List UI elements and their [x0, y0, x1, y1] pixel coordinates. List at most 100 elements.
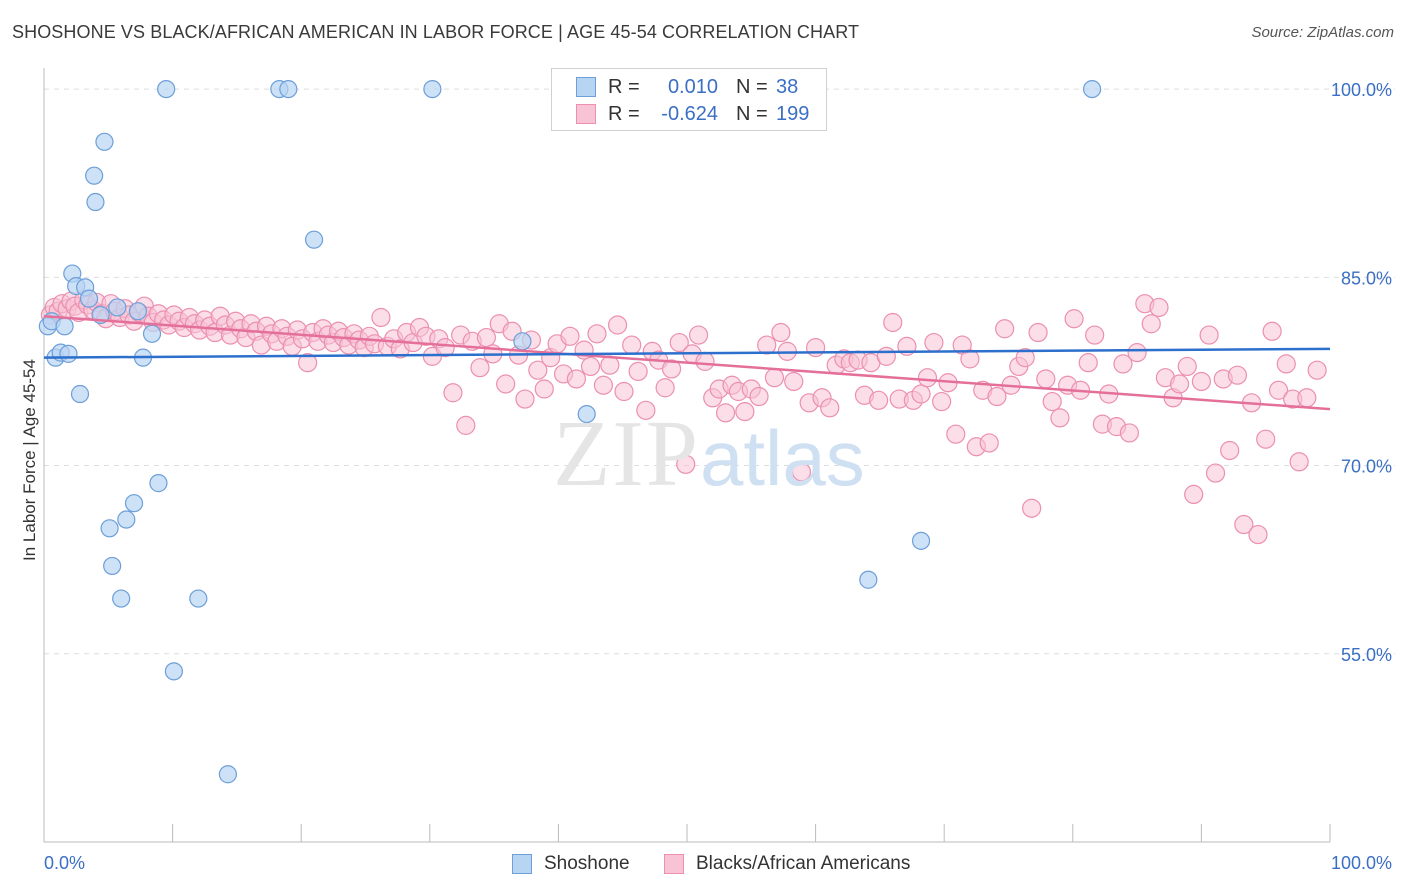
shoshone-legend-label: Shoshone [544, 853, 630, 874]
axes [43, 68, 1331, 843]
stats-legend: R = 0.010 N = 38 R = -0.624 N = 199 [551, 68, 827, 131]
data-point-black [1248, 524, 1268, 545]
data-point-black [628, 361, 648, 382]
data-point-black [820, 398, 840, 418]
data-point-black [593, 375, 614, 395]
data-point-black [669, 332, 689, 353]
y-tick-label: 55.0% [1341, 645, 1392, 665]
data-point-shoshone [149, 474, 168, 493]
data-point-black [515, 389, 535, 409]
data-point-black [1064, 309, 1084, 329]
data-point-black [622, 335, 642, 355]
data-point-black [528, 360, 548, 380]
data-point-black [661, 359, 682, 379]
data-point-black [946, 424, 966, 444]
legend-r-value: -0.624 [661, 102, 718, 125]
data-point-black [476, 327, 496, 348]
data-point-shoshone [1082, 79, 1102, 99]
data-point-black [676, 454, 696, 474]
y-axis-label: In Labor Force | Age 45-54 [20, 359, 39, 561]
trend-line-black [43, 314, 1331, 411]
data-point-shoshone [108, 298, 127, 317]
legend-r-label: R = [608, 102, 640, 125]
y-tick-label: 85.0% [1341, 268, 1392, 288]
watermark-zip: ZIP [553, 402, 700, 506]
data-point-shoshone [142, 324, 162, 343]
data-point-shoshone [70, 384, 90, 404]
data-point-black [1022, 498, 1042, 518]
y-tick-label: 70.0% [1341, 457, 1392, 477]
legend-n-label: N = [736, 102, 768, 125]
data-point-shoshone [85, 166, 104, 185]
data-point-black [805, 337, 826, 358]
data-point-black [566, 369, 587, 389]
data-point-black [735, 401, 755, 422]
data-point-black [749, 386, 769, 407]
black-legend-label: Blacks/African Americans [696, 853, 911, 874]
data-point-black [1289, 452, 1309, 472]
data-point-black [1297, 388, 1317, 408]
data-point-black [456, 415, 476, 435]
data-point-black [1191, 371, 1212, 392]
data-point-black [869, 390, 889, 410]
x-tick-label: 0.0% [44, 853, 85, 873]
data-point-black [771, 322, 791, 343]
data-point-black [614, 381, 634, 402]
trend-lines [43, 314, 1331, 411]
data-point-shoshone [218, 765, 237, 784]
legend-r-value: 0.010 [667, 75, 718, 98]
data-point-shoshone [513, 332, 532, 351]
data-point-shoshone [103, 556, 122, 576]
data-point-black [917, 368, 938, 388]
watermark-atlas: atlas [700, 414, 865, 502]
source-label: Source: ZipAtlas.com [1251, 24, 1394, 41]
legend-row-black: R = -0.624 N = 199 [576, 102, 809, 126]
data-point-black [911, 384, 931, 404]
data-point-black [580, 356, 601, 377]
data-point-shoshone [124, 494, 144, 513]
black-legend-swatch [664, 854, 684, 874]
y-tick-label: 100.0% [1331, 80, 1392, 100]
data-point-shoshone [157, 79, 176, 99]
data-point-shoshone [304, 230, 324, 249]
data-point-black [1268, 380, 1289, 400]
watermark: ZIPatlas [553, 400, 865, 508]
shoshone-swatch [576, 77, 596, 97]
data-point-shoshone [189, 589, 208, 608]
legend-row-shoshone: R = 0.010 N = 38 [576, 75, 798, 99]
data-point-black [1262, 321, 1282, 341]
data-point-black [1050, 408, 1070, 428]
legend-n-value: 199 [776, 102, 810, 125]
data-point-black [1127, 343, 1147, 363]
data-point-black [1220, 440, 1240, 461]
data-point-black [715, 403, 736, 423]
data-point-black [1028, 322, 1048, 343]
data-point-black [1177, 356, 1197, 377]
data-point-black [1149, 297, 1169, 318]
legend-n-value: 38 [776, 75, 799, 98]
data-point-shoshone [279, 79, 298, 99]
data-point-black [435, 337, 455, 358]
data-point-black [655, 378, 675, 398]
data-point-shoshone [911, 531, 931, 550]
data-point-black [470, 358, 490, 378]
legend-item-shoshone: Shoshone [512, 852, 630, 876]
data-point-shoshone [164, 662, 183, 681]
series-black-african-americans [40, 290, 1327, 545]
data-point-black [1227, 365, 1248, 385]
data-point-black [636, 400, 656, 420]
data-point-black [1256, 429, 1276, 449]
data-point-black [932, 391, 952, 412]
data-point-black [791, 462, 812, 482]
data-point-black [695, 351, 715, 371]
data-point-black [784, 371, 804, 392]
data-point-black [987, 386, 1007, 407]
data-point-black [1113, 354, 1133, 374]
data-point-black [496, 374, 516, 394]
data-point-black [600, 355, 620, 375]
data-point-shoshone [577, 405, 596, 424]
data-point-shoshone [112, 589, 131, 608]
data-point-black [1307, 360, 1327, 380]
data-point-black [1036, 369, 1056, 389]
